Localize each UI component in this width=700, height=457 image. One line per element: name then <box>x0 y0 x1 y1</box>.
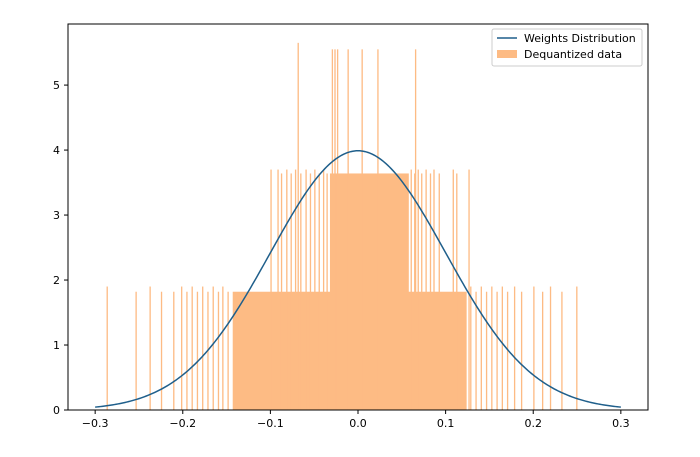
histogram-bar <box>336 49 339 410</box>
y-tick-label: 2 <box>53 274 60 287</box>
histogram-bar <box>361 49 363 410</box>
histogram-bar <box>309 173 312 410</box>
histogram-bar <box>277 169 279 410</box>
histogram-bar <box>421 173 423 410</box>
histogram-bar <box>456 173 458 410</box>
histogram-bar <box>501 286 503 410</box>
histogram-bar <box>173 291 175 410</box>
histogram-bar <box>513 286 516 410</box>
histogram-bar <box>191 286 193 410</box>
histogram-bar <box>417 169 419 410</box>
histogram-bar <box>217 291 220 410</box>
histogram-bar <box>305 169 307 410</box>
histogram-bar <box>331 49 334 410</box>
y-tick-label: 0 <box>53 404 60 417</box>
weights-distribution-line <box>95 149 621 408</box>
x-tick-label: 0.2 <box>524 417 542 430</box>
y-tick-label: 5 <box>53 79 60 92</box>
histogram-bar <box>106 286 108 410</box>
histogram-bar <box>520 291 523 410</box>
histogram-bar <box>326 173 328 410</box>
histogram-bar <box>222 286 224 410</box>
histogram-bar <box>468 169 470 410</box>
histogram-bar <box>347 49 349 410</box>
histogram-bar <box>286 169 288 410</box>
legend-label-weights: Weights Distribution <box>524 32 636 45</box>
histogram-bar <box>135 291 137 410</box>
histogram-bar <box>322 169 325 410</box>
histogram-bar <box>202 286 204 410</box>
histogram-bar <box>314 169 316 410</box>
x-tick-label: −0.2 <box>169 417 196 430</box>
histogram-bar <box>410 169 412 410</box>
histogram-bar <box>541 291 544 410</box>
histogram-bar <box>186 291 188 410</box>
y-tick-label: 1 <box>53 339 60 352</box>
histogram-bar <box>290 173 292 410</box>
histogram-bar <box>433 169 435 410</box>
histogram-bar <box>297 42 299 410</box>
x-tick-label: −0.1 <box>257 417 284 430</box>
legend-box <box>491 28 643 67</box>
histogram-bar <box>480 286 482 410</box>
x-tick-label: 0.0 <box>349 417 367 430</box>
y-axis: 0 1 2 3 4 5 <box>53 79 68 417</box>
histogram-bar <box>334 49 336 410</box>
histogram-bar <box>300 173 302 410</box>
histogram-bar <box>196 291 199 410</box>
x-tick-label: −0.3 <box>82 417 109 430</box>
histogram-bar <box>452 169 454 410</box>
legend-patch-swatch <box>497 50 517 58</box>
histogram-bar <box>475 291 477 410</box>
x-tick-label: 0.3 <box>612 417 630 430</box>
histogram-bar <box>429 173 432 410</box>
histogram-bar <box>212 286 214 410</box>
histogram-bar <box>294 169 297 410</box>
x-axis: −0.3 −0.2 −0.1 0.0 0.1 0.2 0.3 <box>82 410 630 430</box>
histogram-bar <box>181 286 183 410</box>
x-tick-label: 0.1 <box>437 417 455 430</box>
histogram-bar <box>576 286 578 410</box>
legend: Weights Distribution Dequantized data <box>491 28 643 67</box>
histogram-bar <box>485 291 488 410</box>
histogram-bar <box>470 286 472 410</box>
histogram-bar <box>160 291 163 410</box>
histogram-bar <box>506 291 509 410</box>
histogram-bar <box>533 286 535 410</box>
y-tick-label: 4 <box>53 144 60 157</box>
histogram-bar <box>561 291 563 410</box>
histogram-bar <box>496 291 498 410</box>
y-tick-label: 3 <box>53 209 60 222</box>
histogram-bar <box>414 173 416 410</box>
histogram-band <box>329 173 409 410</box>
histogram-bars <box>106 42 578 410</box>
histogram-bar <box>280 173 283 410</box>
histogram-bar <box>491 286 493 410</box>
legend-label-dequantized: Dequantized data <box>524 48 622 61</box>
histogram-bar <box>414 49 417 410</box>
histogram-bar <box>149 286 151 410</box>
histogram-bar <box>438 173 440 410</box>
histogram-bar <box>549 286 552 410</box>
histogram-bar <box>318 173 320 410</box>
histogram-bar <box>270 169 272 410</box>
histogram-bar <box>227 291 229 410</box>
histogram-bar <box>377 49 379 410</box>
histogram-bar <box>425 169 427 410</box>
